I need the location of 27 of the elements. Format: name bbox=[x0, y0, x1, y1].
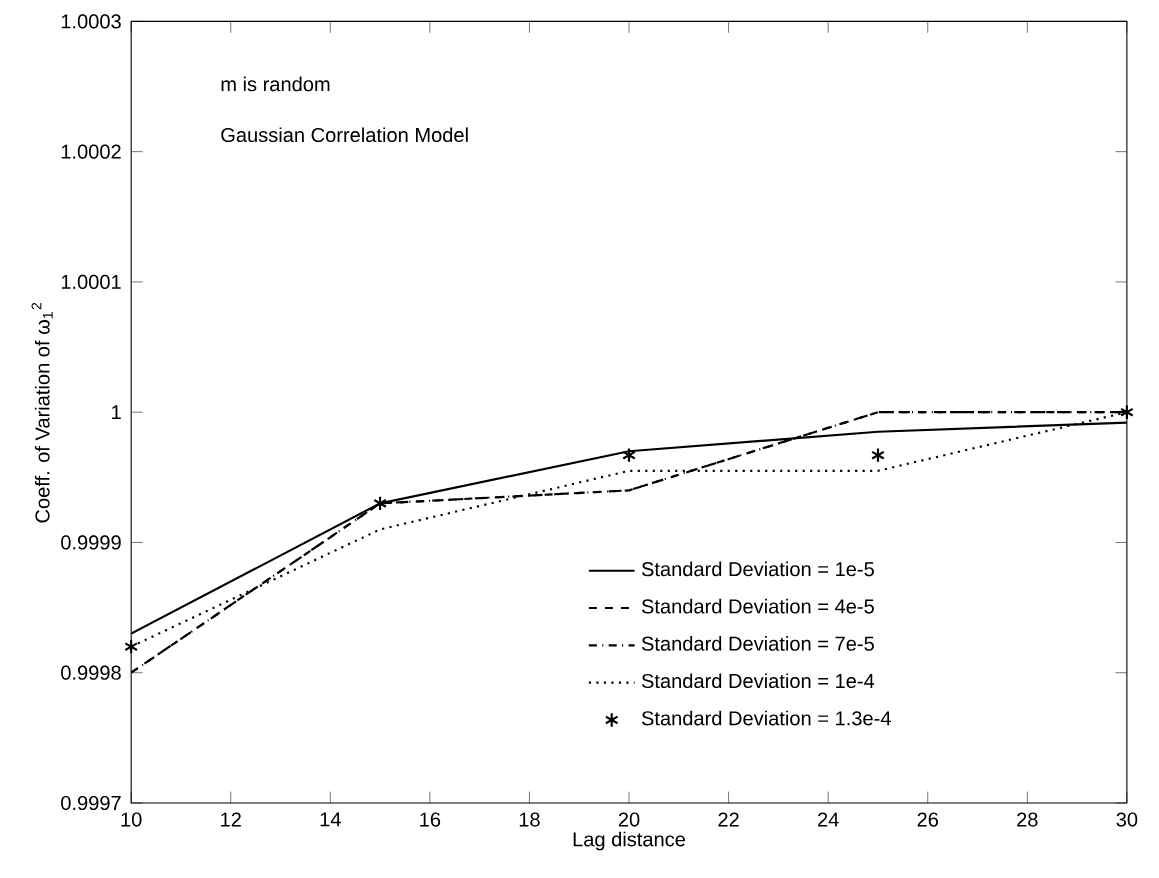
x-tick-label: 12 bbox=[221, 812, 241, 827]
legend-label: Standard Deviation = 7e-5 bbox=[641, 636, 874, 651]
x-tick-label: 24 bbox=[818, 812, 839, 827]
y-tick-label: 1 bbox=[112, 405, 121, 420]
x-tick-label: 20 bbox=[618, 812, 640, 827]
y-tick-label: 1.0001 bbox=[61, 274, 121, 290]
annotation: Gaussian Correlation Model bbox=[221, 127, 468, 143]
y-tick-label: 1.0003 bbox=[61, 14, 121, 29]
x-tick-label: 22 bbox=[718, 812, 739, 827]
x-tick-label: 30 bbox=[1116, 812, 1138, 827]
legend-label: Standard Deviation = 1.3e-4 bbox=[641, 710, 891, 726]
x-tick-label: 10 bbox=[121, 812, 142, 827]
legend-label: Standard Deviation = 4e-5 bbox=[641, 598, 874, 614]
x-tick-label: 18 bbox=[519, 812, 540, 827]
y-tick-label: 1.0002 bbox=[61, 144, 121, 159]
annotation: m is random bbox=[221, 76, 330, 92]
x-tick-label: 14 bbox=[320, 812, 341, 827]
x-axis-title: Lag distance bbox=[573, 831, 686, 851]
y-axis-title: Coeff. of Variation of ω$_{1}$2 bbox=[31, 303, 53, 523]
x-tick-label: 26 bbox=[917, 812, 939, 827]
legend-label: Standard Deviation = 1e-5 bbox=[641, 561, 874, 577]
y-tick-label: 0.9999 bbox=[61, 535, 121, 550]
x-tick-label: 16 bbox=[420, 812, 441, 827]
x-tick-label: 28 bbox=[1017, 812, 1038, 827]
y-tick-label: 0.9997 bbox=[61, 795, 121, 811]
legend-label: Standard Deviation = 1e-4 bbox=[641, 673, 875, 689]
y-tick-label: 0.9998 bbox=[61, 665, 121, 680]
